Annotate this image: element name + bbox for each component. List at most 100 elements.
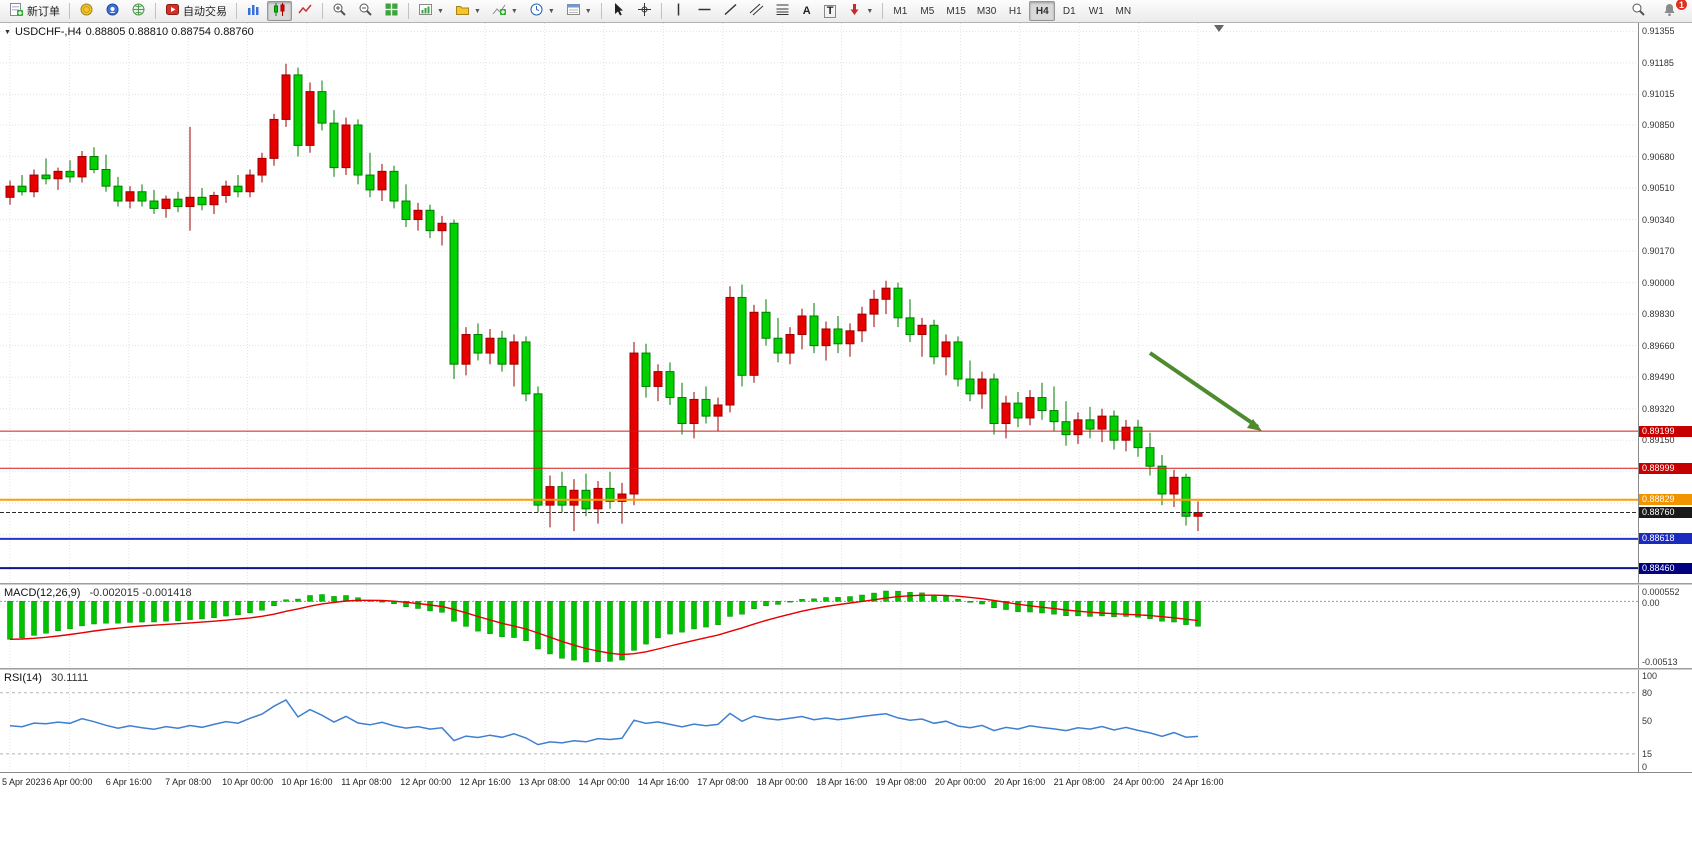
candle-body (221, 185, 231, 196)
timeframe-w1-button[interactable]: W1 (1088, 5, 1104, 17)
macd-bar (79, 601, 85, 627)
vertical-line-button[interactable] (666, 1, 691, 21)
cursor-button[interactable] (606, 1, 631, 21)
chart-plot[interactable] (0, 23, 1638, 583)
new-order-button[interactable]: 新订单 (4, 1, 65, 21)
macd-bar (427, 601, 433, 612)
price-axis-label: 0.90000 (1642, 277, 1675, 288)
candle-body (437, 222, 447, 232)
panel-separator[interactable] (0, 668, 1692, 670)
arrow-down-icon (847, 2, 862, 20)
horizontal-line-button[interactable] (692, 1, 717, 21)
candle-body (1061, 421, 1071, 436)
candle-body (101, 168, 111, 187)
date-label: 12 Apr 00:00 (400, 777, 452, 787)
price-axis-label: 0.91015 (1642, 89, 1675, 100)
crosshair-button[interactable] (632, 1, 657, 21)
macd-bar (583, 601, 589, 663)
price-axis[interactable]: 0.91355 0.91185 0.91015 0.90850 0.90680 0.905… (1638, 23, 1692, 583)
toolbar-separator (236, 3, 237, 19)
chart-title: ▼ USDCHF-,H4 0.88805 0.88810 0.88754 0.8… (4, 26, 254, 38)
macd-bar (715, 601, 721, 625)
toolbar-separator (660, 3, 662, 19)
periods-button[interactable]: ▼ (524, 1, 560, 21)
zoom-out-button[interactable] (353, 1, 378, 21)
rsi-axis-label: 15 (1642, 748, 1653, 759)
timeframe-d1-button[interactable]: D1 (1062, 5, 1076, 17)
bar-chart-icon (246, 2, 261, 20)
text-label-button[interactable]: T (819, 1, 842, 21)
timeframe-h1-button[interactable]: H1 (1008, 5, 1022, 17)
clock-icon (529, 2, 544, 20)
timeframe-m30-button[interactable]: M30 (976, 5, 997, 17)
trend-arrow-annotation[interactable] (1148, 351, 1260, 429)
candle-body (1013, 402, 1023, 419)
macd-bar (931, 594, 937, 602)
candle-body (269, 118, 279, 159)
candle-body (1193, 512, 1203, 517)
panel-separator[interactable] (0, 583, 1692, 585)
macd-bar (979, 601, 985, 605)
candle-body (857, 313, 867, 332)
macd-bar (1015, 601, 1021, 612)
macd-bar (199, 601, 205, 620)
toolbar: 新订单 自动交易 (0, 0, 1692, 23)
notifications-button[interactable]: 1 (1657, 0, 1688, 21)
macd-bar (103, 601, 109, 624)
profiles-button[interactable]: ▼ (450, 1, 486, 21)
macd-bar (739, 601, 745, 615)
toolbar-separator (882, 3, 884, 19)
rsi-plot[interactable] (0, 670, 1638, 772)
candle-body (341, 124, 351, 169)
rsi-line (9, 699, 1199, 746)
text-button[interactable]: A (796, 1, 818, 21)
rsi-axis-label: 50 (1642, 716, 1653, 726)
support-button[interactable] (100, 1, 125, 21)
macd-bar (295, 598, 301, 602)
macd-bar (1003, 601, 1009, 610)
candle-body (629, 352, 639, 495)
search-button[interactable] (1626, 1, 1651, 21)
macd-bar (619, 601, 625, 661)
rsi-axis[interactable]: 100 80 50 15 0 (1638, 670, 1692, 772)
community-button[interactable] (126, 1, 151, 21)
trendline-button[interactable] (718, 1, 743, 21)
macd-bar (943, 595, 949, 602)
macd-bar (607, 601, 613, 662)
arrows-button[interactable]: ▼ (842, 1, 878, 21)
macd-plot[interactable] (0, 585, 1638, 668)
deposit-button[interactable] (74, 1, 99, 21)
timeframe-m1-button[interactable]: M1 (893, 5, 908, 17)
price-tag: 0.88460 (1639, 562, 1692, 574)
chart-shift-marker[interactable] (1214, 25, 1224, 32)
collapse-arrow-icon[interactable]: ▼ (4, 28, 11, 36)
macd-bar (799, 599, 805, 602)
line-chart-button[interactable] (293, 1, 318, 21)
timeframe-m5-button[interactable]: M5 (920, 5, 935, 17)
templates-button[interactable]: ▼ (561, 1, 597, 21)
timeframe-h4-button[interactable]: H4 (1029, 1, 1056, 21)
candle-body (737, 296, 747, 376)
candle-body (689, 398, 699, 425)
new-chart-button[interactable]: ▼ (413, 1, 449, 21)
autotrading-button[interactable]: 自动交易 (160, 1, 232, 21)
macd-bar (1135, 601, 1141, 618)
macd-bar (355, 597, 361, 602)
candle-body (641, 352, 651, 387)
indicators-button[interactable]: ▼ (487, 1, 523, 21)
candle-body (593, 487, 603, 510)
time-axis[interactable]: 5 Apr 2023 6 Apr 00:00 6 Apr 16:00 7 Apr 08… (0, 772, 1692, 790)
candle-body (377, 170, 387, 191)
macd-axis[interactable]: 0.000552 0.00 -0.00513 (1638, 585, 1692, 668)
macd-bar (1171, 601, 1177, 623)
bar-chart-button[interactable] (241, 1, 266, 21)
candlestick-chart-button[interactable] (267, 1, 292, 21)
zoom-in-button[interactable] (327, 1, 352, 21)
macd-bar (151, 601, 157, 623)
notification-badge: 1 (1675, 0, 1688, 11)
fibonacci-button[interactable] (770, 1, 795, 21)
timeframe-m15-button[interactable]: M15 (946, 5, 966, 17)
equidistant-channel-button[interactable] (744, 1, 769, 21)
tile-windows-button[interactable] (379, 1, 404, 21)
timeframe-mn-button[interactable]: MN (1115, 5, 1132, 17)
